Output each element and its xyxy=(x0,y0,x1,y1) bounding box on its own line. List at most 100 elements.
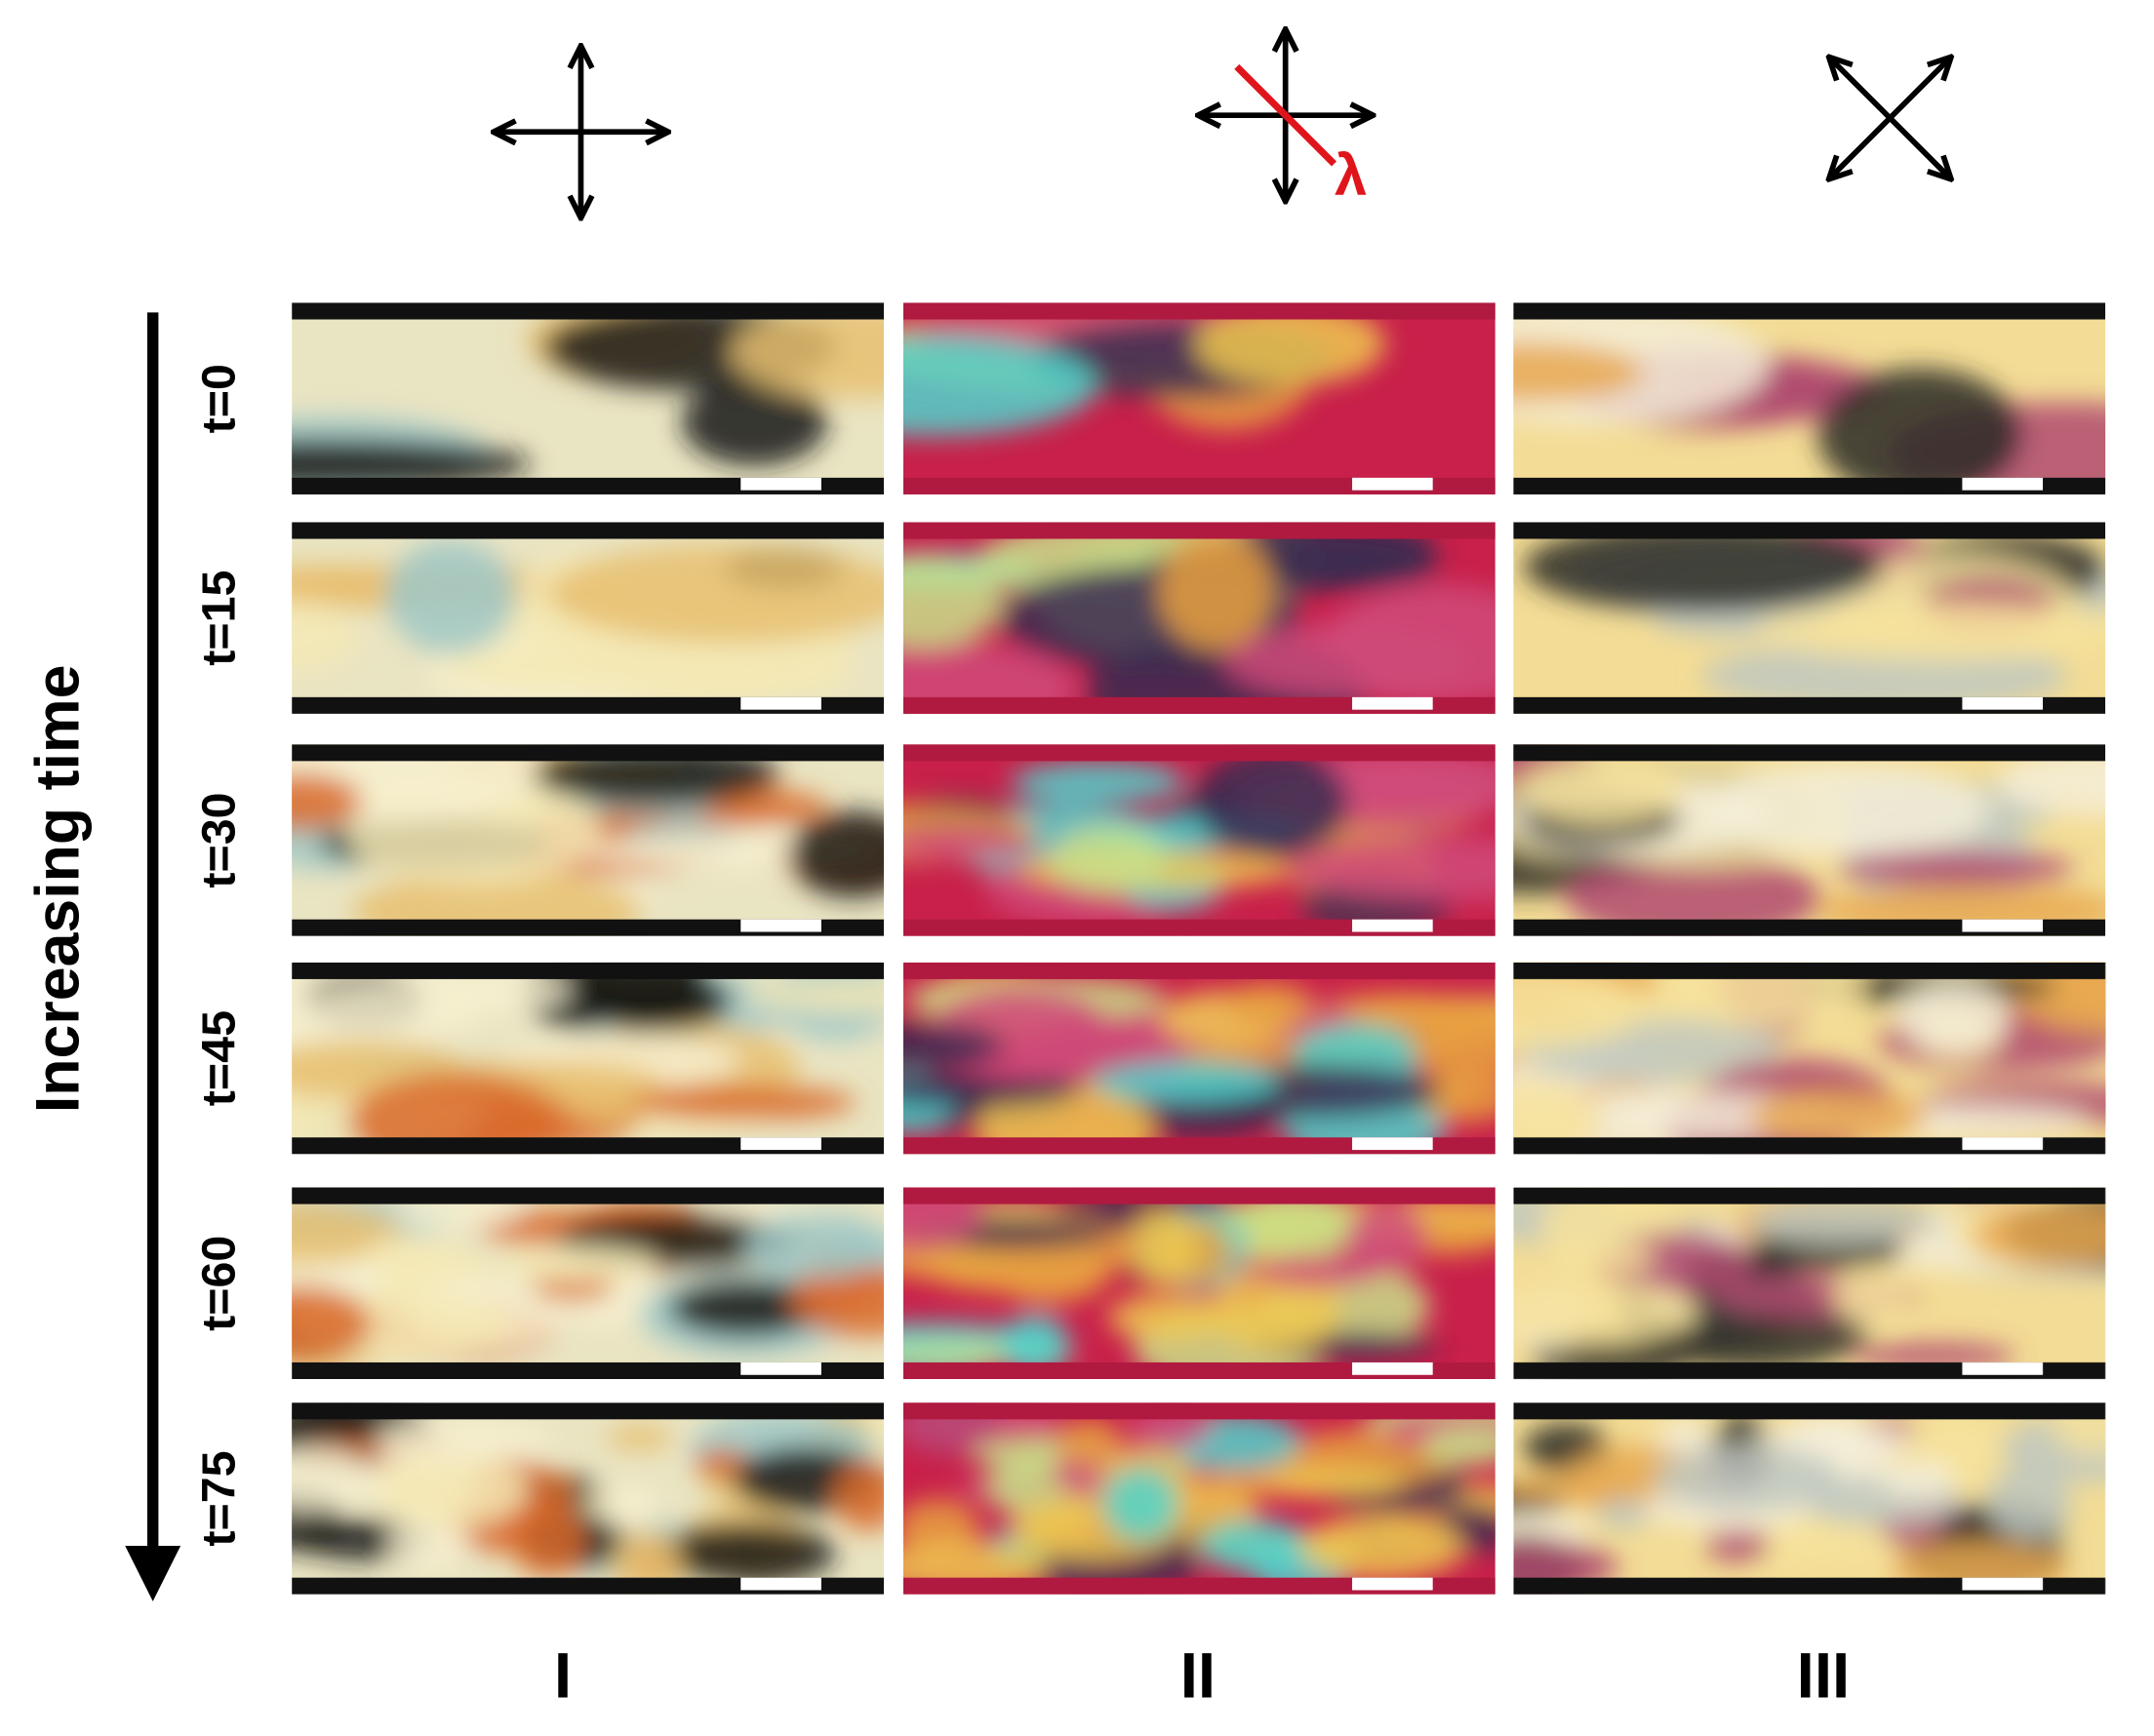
micrograph-panel xyxy=(292,962,884,1155)
row-label: t=60 xyxy=(193,1236,246,1331)
texture-blob xyxy=(1653,1444,1841,1512)
texture-blob xyxy=(902,554,1004,649)
texture-blob xyxy=(788,1265,884,1337)
texture-blob xyxy=(385,539,516,654)
channel-wall xyxy=(902,962,1496,979)
texture-blob xyxy=(391,1515,469,1571)
row-label: t=0 xyxy=(193,364,246,433)
row-label: t=30 xyxy=(193,792,246,888)
texture-blob xyxy=(1833,1266,1909,1326)
channel-wall xyxy=(1513,962,2106,979)
channel-wall xyxy=(292,1137,884,1155)
channel-wall xyxy=(292,477,884,494)
texture-blob xyxy=(292,744,539,822)
texture-blob xyxy=(606,1424,674,1451)
texture xyxy=(292,1194,884,1374)
channel-wall xyxy=(1513,696,2106,714)
scale-bar xyxy=(1962,919,2044,932)
channel-wall xyxy=(1513,744,2106,762)
texture-blob xyxy=(1345,1200,1428,1275)
channel-wall xyxy=(292,919,884,936)
texture xyxy=(292,302,884,494)
micrograph-panel xyxy=(292,1187,884,1380)
micrograph-panel xyxy=(292,744,884,936)
texture-blob xyxy=(577,962,706,1033)
texture-blob xyxy=(508,1503,587,1578)
texture-blob xyxy=(547,543,884,644)
texture-blob xyxy=(1229,1189,1359,1261)
texture-blob xyxy=(902,826,1034,860)
row-label: t=45 xyxy=(193,1010,246,1106)
texture-blob xyxy=(1523,522,1884,612)
texture-blob xyxy=(1748,1088,1928,1145)
texture-blob xyxy=(681,378,827,466)
channel-wall xyxy=(902,1402,1496,1420)
texture-blob xyxy=(1705,1527,1770,1562)
channel-wall xyxy=(1513,1577,2106,1595)
column-label: I xyxy=(554,1639,572,1711)
channel-wall xyxy=(902,1187,1496,1204)
texture xyxy=(1513,302,2106,494)
texture-blob xyxy=(1747,1198,1929,1245)
scale-bar xyxy=(740,919,821,932)
channel-wall xyxy=(292,696,884,714)
texture-blob xyxy=(348,1073,562,1155)
scale-bar xyxy=(1962,696,2044,710)
micrograph-panel xyxy=(292,302,884,494)
texture xyxy=(292,1402,884,1595)
texture-blob xyxy=(788,810,884,898)
lambda-label: λ xyxy=(1335,141,1367,207)
scale-bar xyxy=(1962,1361,2044,1375)
texture xyxy=(292,962,884,1155)
texture-blob xyxy=(1125,1207,1198,1287)
channel-wall xyxy=(1513,1137,2106,1155)
texture-blob xyxy=(374,1418,553,1462)
texture xyxy=(902,1187,1496,1380)
texture-blob xyxy=(1513,341,1644,403)
texture-blob xyxy=(1251,1255,1380,1288)
texture-blob xyxy=(1596,1497,1653,1530)
texture-blob xyxy=(292,1446,374,1510)
channel-wall xyxy=(292,302,884,320)
micrograph-panel xyxy=(1513,962,2106,1155)
channel-wall xyxy=(1513,1402,2106,1420)
texture-blob xyxy=(1896,980,2010,1052)
channel-wall xyxy=(1513,477,2106,494)
texture xyxy=(292,744,884,936)
texture-blob xyxy=(1011,762,1185,803)
scale-bar xyxy=(1962,1137,2044,1151)
texture xyxy=(292,539,884,713)
scale-bar xyxy=(740,1137,821,1151)
texture-blob xyxy=(1413,1017,1496,1082)
channel-wall xyxy=(1513,919,2106,936)
texture-blob xyxy=(1513,1082,1598,1155)
texture-blob xyxy=(440,643,779,692)
texture-blob xyxy=(1158,530,1274,651)
texture-blob xyxy=(1421,1426,1496,1467)
scale-bar xyxy=(1352,696,1433,710)
texture-blob xyxy=(902,642,1078,714)
texture-blob xyxy=(741,978,884,1013)
texture-blob xyxy=(1057,1419,1122,1467)
texture-blob xyxy=(902,1073,1084,1107)
texture-blob xyxy=(1659,962,1862,1029)
texture-blob xyxy=(1000,1313,1070,1377)
channel-wall xyxy=(902,744,1496,762)
channel-wall xyxy=(902,696,1496,714)
micrograph-panel xyxy=(902,522,1496,714)
texture-blob xyxy=(1513,1475,1637,1503)
micrograph-panel xyxy=(1513,522,2106,714)
texture xyxy=(902,302,1385,437)
scale-bar xyxy=(1962,477,2044,491)
row-label: t=75 xyxy=(193,1450,246,1546)
texture-blob xyxy=(1224,622,1471,698)
channel-wall xyxy=(292,1361,884,1380)
texture-blob xyxy=(298,981,485,1041)
channel-wall xyxy=(1513,302,2106,320)
texture-blob xyxy=(491,1244,660,1283)
texture xyxy=(902,967,1496,1155)
texture-blob xyxy=(833,1458,884,1532)
texture-blob xyxy=(668,1278,824,1337)
scale-bar xyxy=(740,696,821,710)
